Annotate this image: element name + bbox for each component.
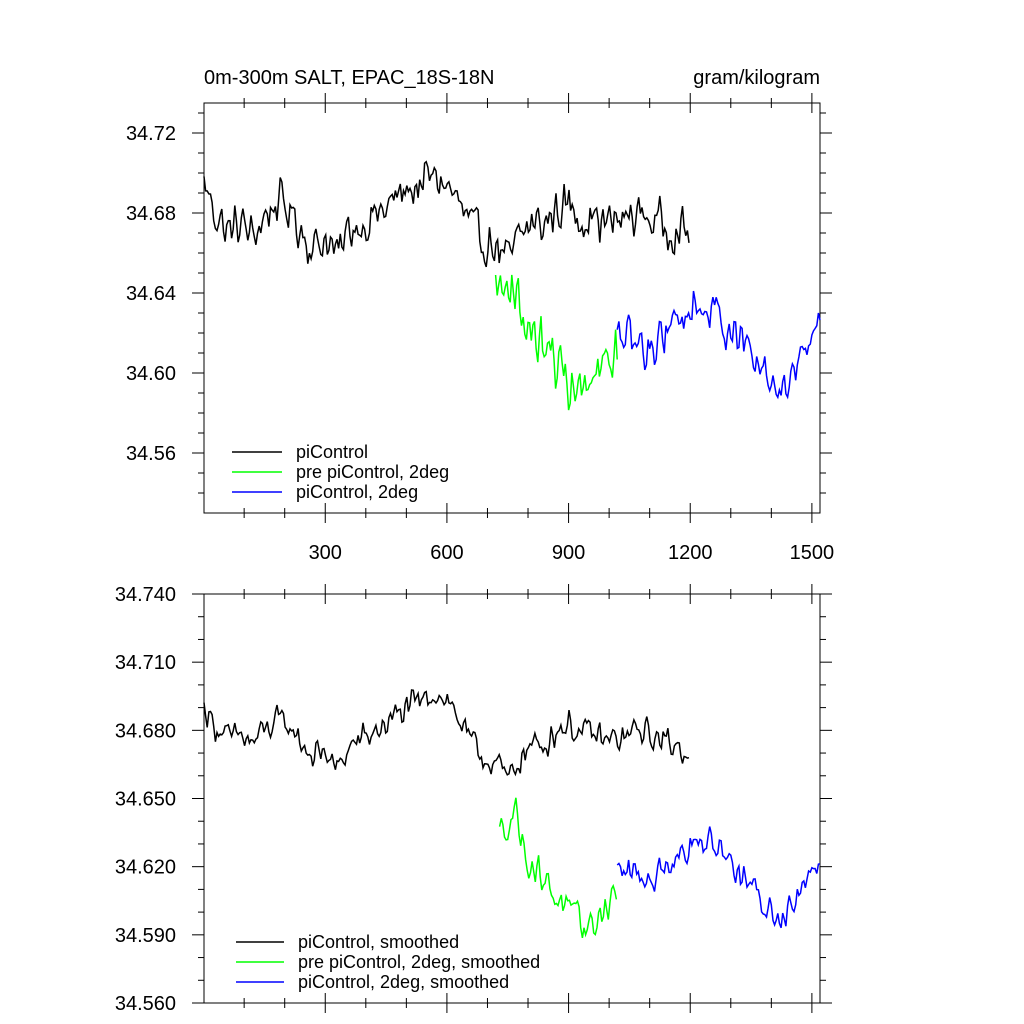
top-panel-title-left: 0m-300m SALT, EPAC_18S-18N — [204, 67, 495, 89]
bottom-panel-series — [203, 689, 821, 939]
legend-label-2: piControl, 2deg, smoothed — [298, 972, 509, 992]
bottom-panel: 34.560 34.590 34.620 34.650 34.680 34.710 34.7… — [115, 584, 832, 1015]
legend-label-2: piControl, 2deg — [296, 482, 418, 502]
y-tick-label: 34.650 — [115, 789, 176, 811]
top-panel-series — [203, 160, 821, 411]
series-line-0 — [203, 160, 690, 268]
series-line-1 — [498, 797, 618, 939]
y-tick-label: 34.560 — [115, 993, 176, 1015]
x-tick-label: 300 — [309, 542, 342, 564]
series-line-2 — [616, 826, 821, 929]
y-tick-label: 34.56 — [126, 443, 176, 465]
x-tick-label: 1500 — [790, 542, 835, 564]
bottom-panel-frame — [203, 593, 821, 1004]
y-tick-label: 34.710 — [115, 652, 176, 674]
top-panel-ticks: 300 600 900 1200 1500 34.56 34.60 34.64 34.68 34.… — [126, 93, 834, 564]
series-line-2 — [616, 290, 821, 400]
legend-label-0: piControl, smoothed — [298, 932, 459, 952]
legend-label-1: pre piControl, 2deg — [296, 462, 449, 482]
y-tick-label: 34.64 — [126, 283, 176, 305]
x-tick-label: 1200 — [668, 542, 713, 564]
series-line-0 — [203, 689, 690, 777]
y-tick-label: 34.590 — [115, 925, 176, 947]
series-line-1 — [494, 274, 618, 411]
top-panel: 0m-300m SALT, EPAC_18S-18N gram/kilogram… — [126, 67, 834, 564]
y-tick-label: 34.680 — [115, 720, 176, 742]
y-tick-label: 34.60 — [126, 363, 176, 385]
y-tick-label: 34.68 — [126, 203, 176, 225]
y-tick-label: 34.72 — [126, 123, 176, 145]
top-panel-title-right: gram/kilogram — [693, 67, 820, 89]
bottom-panel-ticks: 34.560 34.590 34.620 34.650 34.680 34.710 34.7… — [115, 584, 832, 1015]
y-tick-label: 34.740 — [115, 584, 176, 606]
legend-label-0: piControl — [296, 442, 368, 462]
x-tick-label: 600 — [430, 542, 463, 564]
legend-label-1: pre piControl, 2deg, smoothed — [298, 952, 540, 972]
top-panel-frame — [203, 102, 821, 514]
y-tick-label: 34.620 — [115, 857, 176, 879]
x-tick-label: 900 — [552, 542, 585, 564]
